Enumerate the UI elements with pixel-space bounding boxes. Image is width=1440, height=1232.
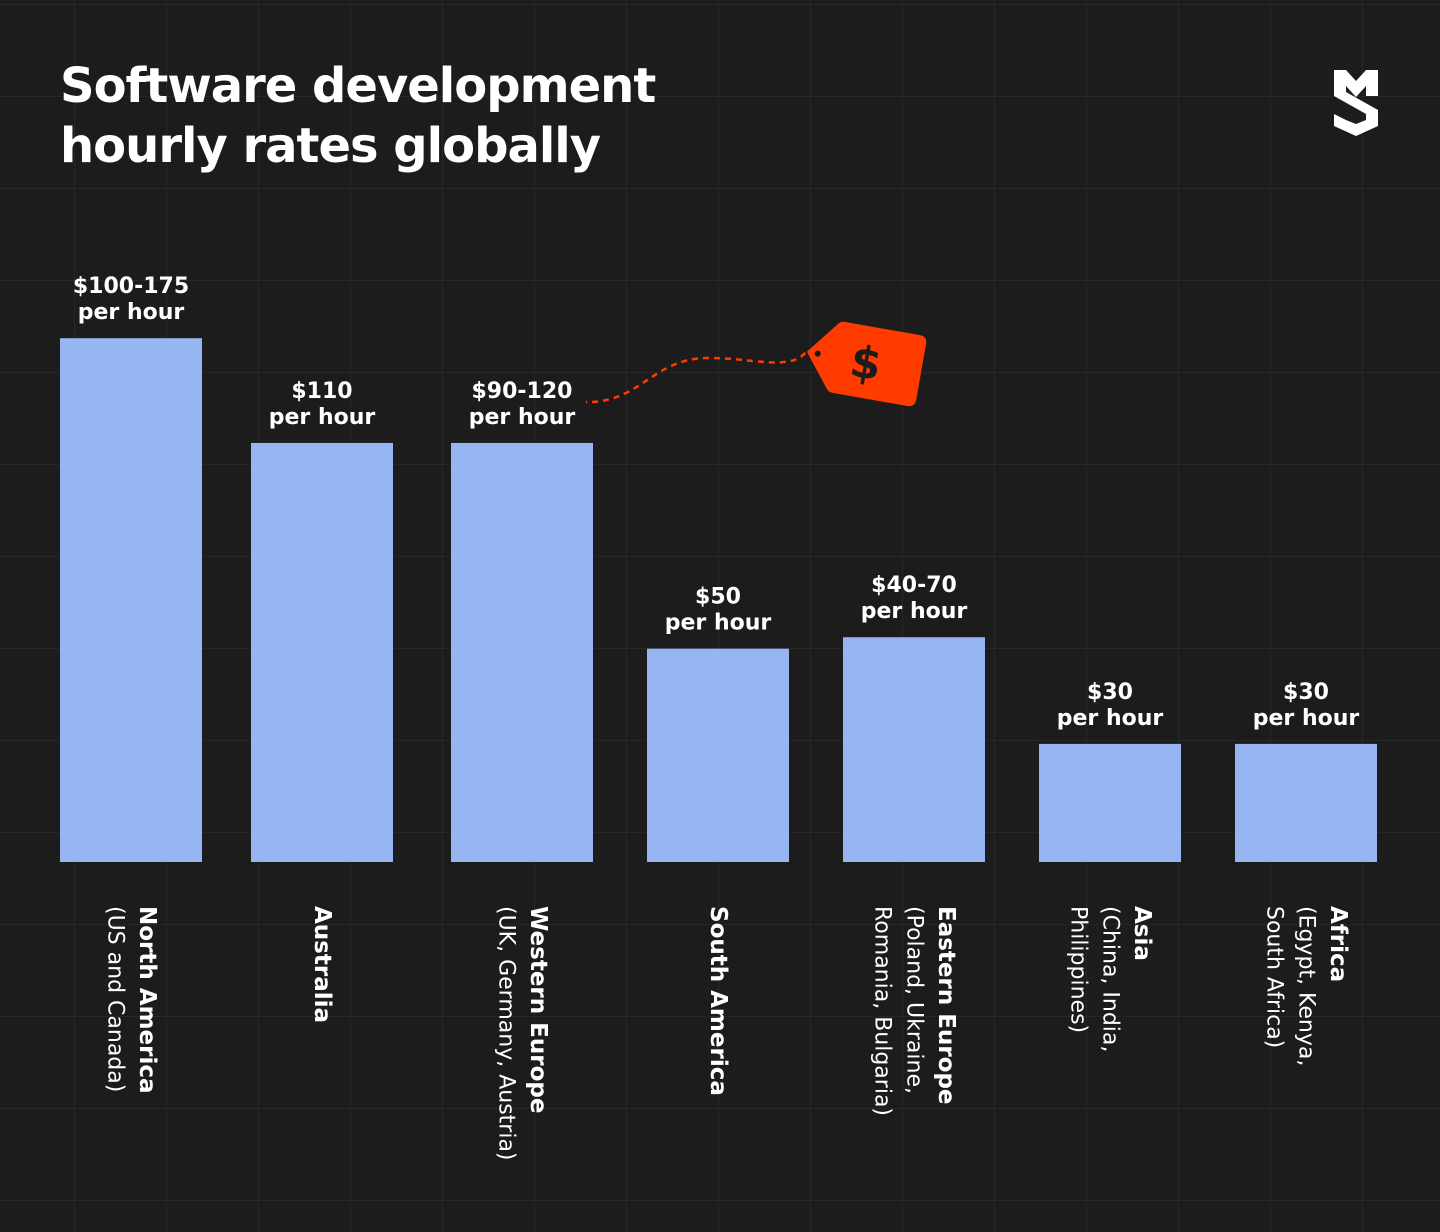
brand-logo-icon — [1334, 70, 1378, 136]
category-sublabel: Romania, Bulgaria) — [870, 906, 895, 1116]
bar-unit-label: per hour — [469, 405, 576, 430]
category-label: North America — [134, 906, 160, 1094]
bar-unit-label: per hour — [1057, 706, 1164, 731]
bar-value-label: $40-70 — [871, 573, 957, 598]
category-sublabel: (China, India, — [1098, 906, 1123, 1052]
category-sublabel: (Poland, Ukraine, — [902, 906, 927, 1094]
category-label-group: Western Europe(UK, Germany, Austria) — [494, 906, 552, 1161]
category-sublabel: (US and Canada) — [103, 906, 128, 1092]
bar-4 — [647, 648, 789, 862]
bar-7 — [1235, 743, 1377, 862]
category-label: Africa — [1325, 906, 1351, 982]
bar-6 — [1039, 743, 1181, 862]
bar-unit-label: per hour — [1253, 706, 1360, 731]
bar-2 — [251, 442, 393, 862]
bar-unit-label: per hour — [269, 405, 376, 430]
category-label-group: South America — [705, 906, 731, 1096]
bar-unit-label: per hour — [861, 599, 968, 624]
bars-layer — [60, 338, 1377, 862]
chart-title: Software development hourly rates global… — [60, 56, 656, 176]
price-tag-dollar-icon: $ — [806, 321, 927, 407]
bar-value-label: $50 — [695, 585, 741, 610]
chart-title-line-2: hourly rates globally — [60, 118, 601, 174]
tag-string — [580, 351, 807, 404]
category-label: Australia — [309, 906, 335, 1023]
bar-3 — [451, 442, 593, 862]
category-label: Eastern Europe — [933, 906, 959, 1105]
category-sublabel: (Egypt, Kenya, — [1294, 906, 1319, 1066]
category-label: Asia — [1129, 906, 1155, 961]
bar-value-label: $100-175 — [73, 274, 189, 299]
category-labels-layer: North America(US and Canada) Australia Wes… — [103, 906, 1352, 1161]
category-sublabel: South Africa) — [1262, 906, 1287, 1048]
category-sublabel: Philippines) — [1066, 906, 1091, 1033]
bar-1 — [60, 338, 202, 862]
chart-title-line-1: Software development — [60, 58, 656, 114]
bar-unit-label: per hour — [78, 300, 185, 325]
bar-5 — [843, 637, 985, 862]
category-sublabel: (UK, Germany, Austria) — [494, 906, 519, 1161]
bar-value-label: $30 — [1087, 680, 1133, 705]
category-label-group: Africa(Egypt, Kenya, South Africa) — [1262, 906, 1352, 1066]
bar-value-label: $90-120 — [472, 379, 573, 404]
bar-value-label: $110 — [291, 379, 352, 404]
anchor-dot — [574, 396, 586, 408]
category-label-group: Eastern Europe(Poland, Ukraine, Romania, … — [870, 906, 960, 1116]
category-label-group: Asia(China, India, Philippines) — [1066, 906, 1156, 1052]
category-label-group: North America(US and Canada) — [103, 906, 161, 1094]
category-label: Western Europe — [525, 906, 551, 1113]
category-label: South America — [705, 906, 731, 1096]
category-label-group: Australia — [309, 906, 335, 1023]
bar-value-label: $30 — [1283, 680, 1329, 705]
bar-unit-label: per hour — [665, 611, 772, 636]
price-tag-decoration: $ — [574, 321, 927, 408]
